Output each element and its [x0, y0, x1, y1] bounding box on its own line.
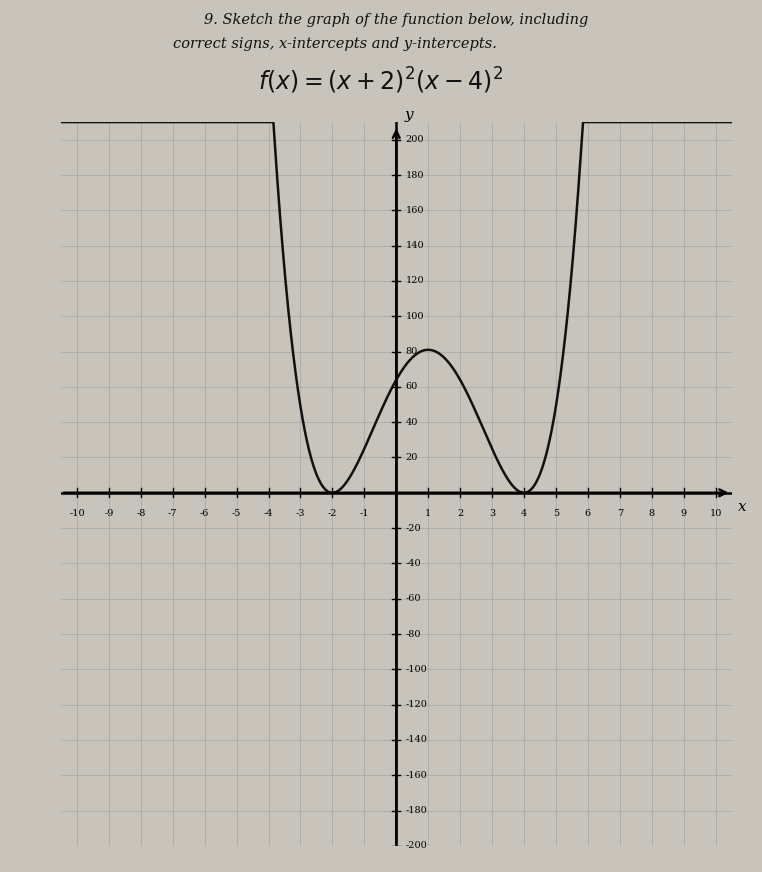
- Text: 2: 2: [457, 508, 463, 518]
- Text: -6: -6: [200, 508, 210, 518]
- Text: -10: -10: [69, 508, 85, 518]
- Text: 5: 5: [553, 508, 559, 518]
- Text: -9: -9: [104, 508, 114, 518]
- Text: 80: 80: [406, 347, 418, 356]
- Text: x: x: [738, 500, 747, 514]
- Text: 200: 200: [406, 135, 424, 144]
- Text: -60: -60: [406, 594, 421, 603]
- Text: -5: -5: [232, 508, 242, 518]
- Text: 8: 8: [648, 508, 655, 518]
- Text: 160: 160: [406, 206, 424, 215]
- Text: 7: 7: [616, 508, 623, 518]
- Text: 40: 40: [406, 418, 418, 426]
- Text: -80: -80: [406, 630, 421, 638]
- Text: 9: 9: [680, 508, 687, 518]
- Text: -140: -140: [406, 735, 427, 745]
- Text: -120: -120: [406, 700, 427, 709]
- Text: -2: -2: [328, 508, 337, 518]
- Text: -160: -160: [406, 771, 427, 780]
- Text: y: y: [405, 108, 413, 122]
- Text: 10: 10: [709, 508, 722, 518]
- Text: 60: 60: [406, 382, 418, 392]
- Text: 3: 3: [489, 508, 495, 518]
- Text: 140: 140: [406, 242, 424, 250]
- Text: 20: 20: [406, 453, 418, 462]
- Text: -1: -1: [360, 508, 369, 518]
- Text: 4: 4: [521, 508, 527, 518]
- Text: -3: -3: [296, 508, 306, 518]
- Text: -180: -180: [406, 806, 427, 815]
- Text: 9. Sketch the graph of the function below, including: 9. Sketch the graph of the function belo…: [204, 13, 588, 27]
- Text: correct signs, x-intercepts and y-intercepts.: correct signs, x-intercepts and y-interc…: [173, 37, 498, 51]
- Text: 180: 180: [406, 171, 424, 180]
- Text: 100: 100: [406, 312, 424, 321]
- Text: -8: -8: [136, 508, 146, 518]
- Text: 120: 120: [406, 276, 424, 285]
- Text: -40: -40: [406, 559, 421, 568]
- Text: 1: 1: [425, 508, 431, 518]
- Text: $f(x) = (x+2)^2(x-4)^2$: $f(x) = (x+2)^2(x-4)^2$: [258, 65, 504, 96]
- Text: -100: -100: [406, 664, 427, 674]
- Text: -7: -7: [168, 508, 178, 518]
- Text: 6: 6: [584, 508, 591, 518]
- Text: -20: -20: [406, 523, 421, 533]
- Text: -4: -4: [264, 508, 274, 518]
- Text: -200: -200: [406, 841, 427, 850]
